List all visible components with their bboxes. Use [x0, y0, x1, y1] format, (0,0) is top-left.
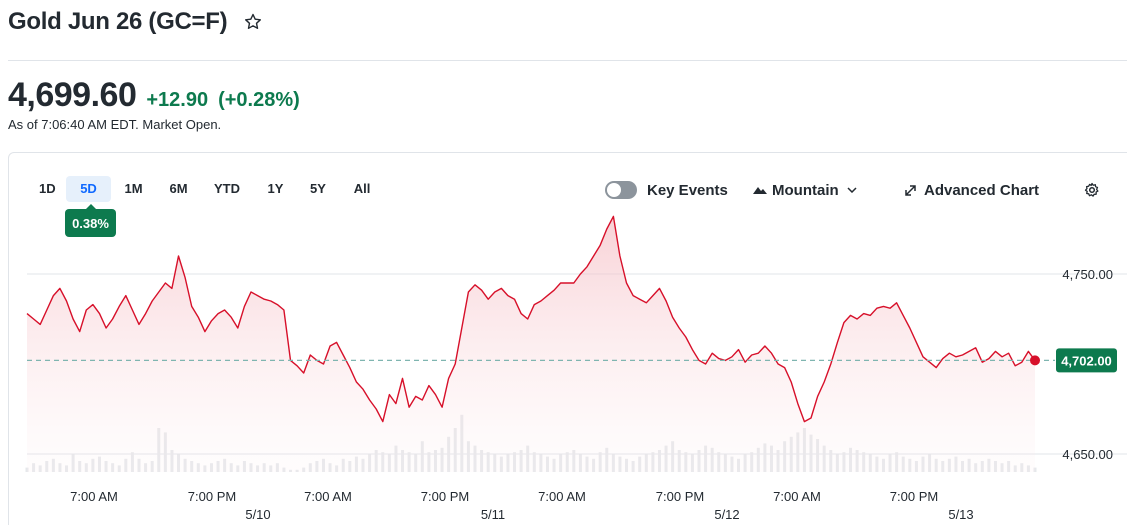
price-area [27, 216, 1035, 472]
x-tick-label: 7:00 AM [538, 489, 586, 504]
price-change: +12.90 [146, 89, 209, 111]
key-events-toggle[interactable]: Key Events [605, 176, 728, 204]
expand-icon [904, 184, 917, 197]
x-tick-label: 7:00 AM [773, 489, 821, 504]
range-all[interactable]: All [353, 181, 371, 196]
quote-timestamp: As of 7:06:40 AM EDT. Market Open. [8, 117, 222, 132]
toggle-switch[interactable] [605, 181, 637, 199]
x-date-label: 5/11 [481, 507, 505, 522]
range-1m[interactable]: 1M [124, 181, 143, 196]
y-tick-label: 4,650.00 [1062, 447, 1113, 462]
x-tick-label: 7:00 AM [304, 489, 352, 504]
chart-settings-button[interactable] [1084, 176, 1100, 204]
mountain-icon [753, 185, 767, 195]
quote-row: 4,699.60 +12.90 (+0.28%) [8, 76, 300, 115]
current-price: 4,699.60 [8, 76, 137, 114]
chevron-down-icon [847, 187, 857, 193]
range-selector: 1D 5D 1M 6M YTD 1Y 5Y All [28, 176, 386, 202]
x-date-label: 5/10 [245, 507, 270, 522]
x-tick-label: 7:00 AM [70, 489, 118, 504]
key-events-label: Key Events [647, 181, 728, 199]
last-price-dot [1030, 355, 1040, 366]
advanced-chart-label: Advanced Chart [924, 181, 1040, 199]
title-row: Gold Jun 26 (GC=F) [8, 8, 263, 36]
page-title: Gold Jun 26 (GC=F) [8, 8, 228, 35]
x-tick-label: 7:00 PM [421, 489, 469, 504]
last-value-badge [1056, 348, 1117, 373]
x-tick-label: 7:00 PM [188, 489, 236, 504]
range-5d[interactable]: 5D [66, 176, 111, 202]
range-6m[interactable]: 6M [169, 181, 188, 196]
chart-type-label: Mountain [772, 181, 839, 199]
x-tick-label: 7:00 PM [656, 489, 704, 504]
range-ytd[interactable]: YTD [214, 181, 240, 196]
range-5y[interactable]: 5Y [310, 181, 326, 196]
header-divider [8, 60, 1127, 61]
last-value-label: 4,702.00 [1061, 353, 1112, 368]
range-1d[interactable]: 1D [39, 181, 56, 196]
range-change-badge: 0.38% [65, 204, 116, 237]
star-icon[interactable] [243, 12, 263, 32]
y-tick-label: 4,750.00 [1062, 267, 1113, 282]
range-1y[interactable]: 1Y [267, 181, 284, 196]
x-date-label: 5/13 [948, 507, 973, 522]
chart-type-dropdown[interactable]: Mountain [753, 176, 857, 204]
price-line [26, 215, 1036, 423]
price-change-percent: (+0.28%) [218, 89, 300, 111]
gear-icon [1084, 182, 1100, 198]
x-tick-label: 7:00 PM [890, 489, 938, 504]
x-date-label: 5/12 [714, 507, 739, 522]
advanced-chart-button[interactable]: Advanced Chart [904, 176, 1039, 204]
